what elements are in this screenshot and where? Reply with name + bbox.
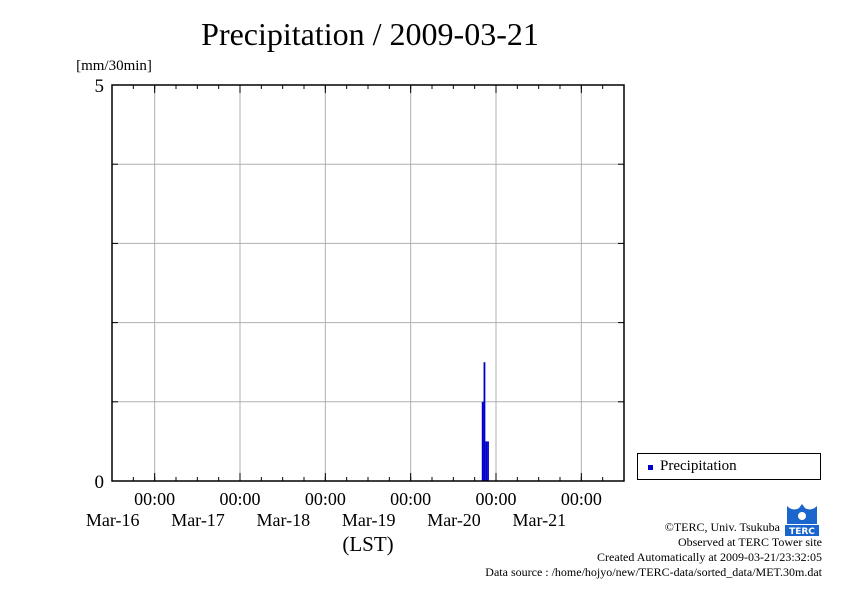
x-tick-labels: 00:00Mar-1600:00Mar-1700:00Mar-1800:00Ma…	[86, 489, 602, 530]
x-tick-label-date: Mar-16	[86, 510, 140, 530]
y-tick-label: 5	[95, 76, 105, 97]
plot-area-frame	[111, 84, 625, 482]
logo-text: TERC	[789, 527, 815, 536]
y-tick-label: 0	[95, 472, 105, 493]
created-text: Created Automatically at 2009-03-21/23:3…	[597, 550, 822, 564]
precipitation-bar	[481, 401, 484, 481]
precipitation-bar	[487, 441, 489, 481]
x-tick-label-time: 00:00	[561, 489, 602, 509]
x-tick-label-date: Mar-19	[342, 510, 396, 530]
precipitation-bar	[485, 441, 488, 481]
terc-logo: TERC	[785, 504, 819, 536]
x-tick-label-time: 00:00	[390, 489, 431, 509]
legend-marker-precipitation	[648, 465, 653, 470]
x-tick-label-time: 00:00	[475, 489, 516, 509]
x-tick-label-time: 00:00	[134, 489, 175, 509]
axis-ticks	[112, 85, 624, 481]
x-tick-label-time: 00:00	[305, 489, 346, 509]
legend: Precipitation	[637, 453, 821, 480]
y-axis-label: [mm/30min]	[76, 58, 152, 74]
bars-group	[481, 362, 489, 481]
x-axis-label: (LST)	[342, 532, 393, 556]
grid-lines	[112, 85, 624, 481]
observed-text: Observed at TERC Tower site	[677, 535, 822, 549]
x-tick-label-date: Mar-17	[171, 510, 225, 530]
y-tick-labels: 05	[95, 76, 105, 493]
x-tick-label-date: Mar-18	[257, 510, 311, 530]
x-tick-label-time: 00:00	[219, 489, 260, 509]
chart-title: Precipitation / 2009-03-21	[201, 16, 539, 52]
x-tick-label-date: Mar-21	[513, 510, 567, 530]
x-tick-label-date: Mar-20	[427, 510, 481, 530]
legend-label-precipitation: Precipitation	[660, 458, 737, 474]
copyright-text: ©TERC, Univ. Tsukuba	[664, 520, 780, 534]
source-text: Data source : /home/hojyo/new/TERC-data/…	[485, 565, 822, 579]
credits: ©TERC, Univ. Tsukuba Observed at TERC To…	[485, 520, 822, 580]
precipitation-bar	[483, 362, 486, 481]
